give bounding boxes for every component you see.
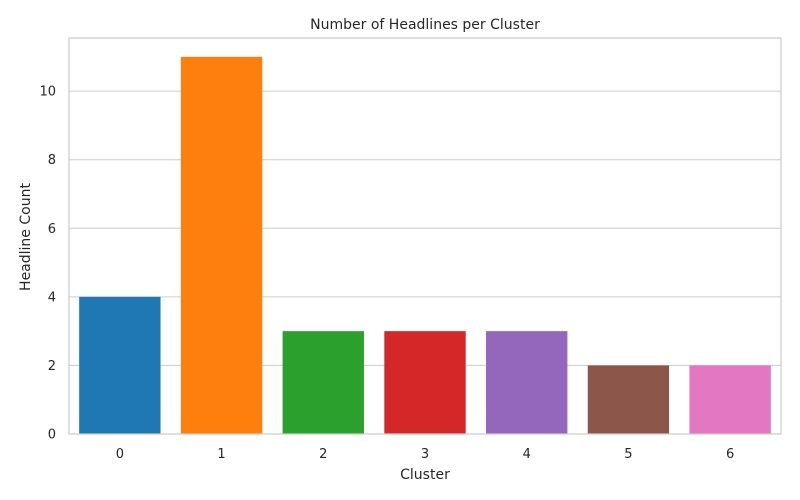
y-tick-label-8: 8 (48, 153, 56, 168)
x-axis-ticks: 0 1 2 3 4 5 6 (116, 447, 735, 462)
x-tick-label-0: 0 (116, 447, 124, 462)
x-axis-label: Cluster (400, 467, 450, 483)
y-tick-label-4: 4 (48, 290, 56, 305)
y-axis-ticks: 0 2 4 6 8 10 (39, 85, 56, 443)
bars (79, 56, 771, 434)
y-tick-label-2: 2 (48, 359, 56, 374)
plot-frame (68, 37, 782, 435)
x-tick-label-6: 6 (726, 447, 734, 462)
x-tick-label-4: 4 (523, 447, 531, 462)
bar-cluster-4 (486, 331, 568, 434)
bar-cluster-6 (689, 365, 771, 434)
bar-cluster-2 (282, 331, 364, 434)
chart-title: Number of Headlines per Cluster (310, 17, 540, 33)
bar-cluster-0 (79, 296, 161, 434)
y-axis-label: Headline Count (18, 183, 34, 291)
bar-cluster-5 (587, 365, 670, 434)
bar-cluster-1 (180, 56, 263, 434)
y-tick-label-10: 10 (39, 85, 56, 100)
x-tick-label-1: 1 (217, 447, 225, 462)
x-tick-label-5: 5 (624, 447, 632, 462)
y-tick-label-6: 6 (48, 222, 56, 237)
x-tick-label-3: 3 (421, 447, 429, 462)
bar-cluster-3 (384, 331, 466, 434)
y-tick-label-0: 0 (48, 428, 56, 443)
x-tick-label-2: 2 (319, 447, 327, 462)
